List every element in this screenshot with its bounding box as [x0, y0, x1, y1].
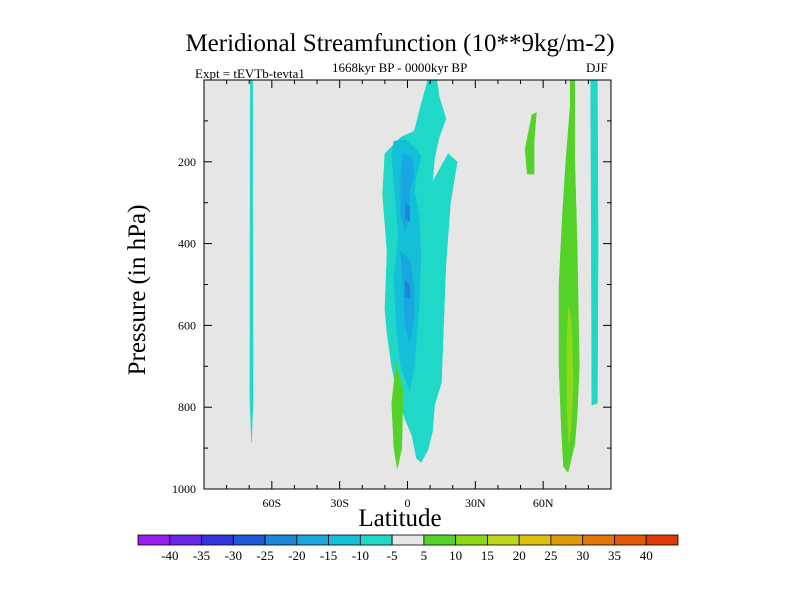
- x-tick-label: 60N: [533, 496, 554, 510]
- colorbar-label: -35: [193, 548, 210, 563]
- y-tick-label: 1000: [172, 482, 196, 496]
- colorbar-label: -40: [161, 548, 178, 563]
- colorbar: -40 -35 -30 -25 -20 -15 -10 -5 5 10 15 20 25 30 35 40: [137, 534, 679, 563]
- colorbar-label: 35: [608, 548, 621, 563]
- colorbar-label: 20: [513, 548, 526, 563]
- colorbar-label: -15: [320, 548, 337, 563]
- y-tick-label: 800: [178, 400, 196, 414]
- colorbar-swatch: [264, 534, 298, 546]
- contour-region-7: [404, 279, 411, 300]
- colorbar-swatch: [328, 534, 361, 546]
- colorbar-swatch: [645, 534, 679, 546]
- colorbar-label: 40: [640, 548, 653, 563]
- colorbar-swatch: [550, 534, 584, 546]
- colorbar-swatch: [423, 534, 457, 546]
- axis-ticks: 60S 30S 0 30N 60N 200 400 600 800 1000: [172, 80, 611, 510]
- contour-region-8: [391, 362, 404, 469]
- colorbar-label: 5: [421, 548, 428, 563]
- x-tick-label: 30S: [330, 496, 349, 510]
- colorbar-label: 30: [576, 548, 589, 563]
- experiment-label: Expt = tEVTb-tevta1: [195, 66, 305, 81]
- contour-region-6: [404, 202, 411, 222]
- colorbar-swatch: [391, 534, 425, 546]
- colorbar-swatch: [487, 534, 520, 546]
- period-label: 1668kyr BP - 0000kyr BP: [332, 60, 468, 75]
- chart-title: Meridional Streamfunction (10**9kg/m-2): [185, 30, 615, 57]
- colorbar-swatch: [614, 534, 647, 546]
- colorbar-label: 15: [481, 548, 494, 563]
- y-tick-label: 200: [178, 155, 196, 169]
- colorbar-swatch: [232, 534, 266, 546]
- colorbar-swatch: [201, 534, 234, 546]
- colorbar-swatch: [169, 534, 202, 546]
- y-tick-label: 600: [178, 318, 196, 332]
- x-tick-label: 0: [405, 496, 411, 510]
- contour-region-10: [558, 79, 580, 474]
- colorbar-label: 25: [544, 548, 557, 563]
- y-tick-label: 400: [178, 237, 196, 251]
- y-axis-label: Pressure (in hPa): [124, 204, 151, 376]
- contour-region-9: [524, 112, 537, 175]
- colorbar-swatch: [518, 534, 552, 546]
- colorbar-swatch: [582, 534, 615, 546]
- colorbar-label: -25: [256, 548, 273, 563]
- x-tick-label: 60S: [262, 496, 281, 510]
- x-axis-label: Latitude: [358, 505, 442, 532]
- contour-region-0: [249, 79, 254, 443]
- contour-region-2: [590, 79, 599, 406]
- colorbar-swatch: [455, 534, 488, 546]
- colorbar-label: -20: [288, 548, 305, 563]
- colorbar-label: -5: [387, 548, 398, 563]
- x-tick-label: 30N: [465, 496, 486, 510]
- colorbar-swatch: [296, 534, 329, 546]
- colorbar-swatch: [137, 534, 171, 546]
- contour-regions: [249, 79, 599, 474]
- colorbar-swatch: [359, 534, 393, 546]
- colorbar-label: -10: [352, 548, 369, 563]
- season-label: DJF: [586, 60, 608, 75]
- colorbar-label: 10: [449, 548, 462, 563]
- contour-region-11: [566, 304, 574, 445]
- colorbar-label: -30: [225, 548, 242, 563]
